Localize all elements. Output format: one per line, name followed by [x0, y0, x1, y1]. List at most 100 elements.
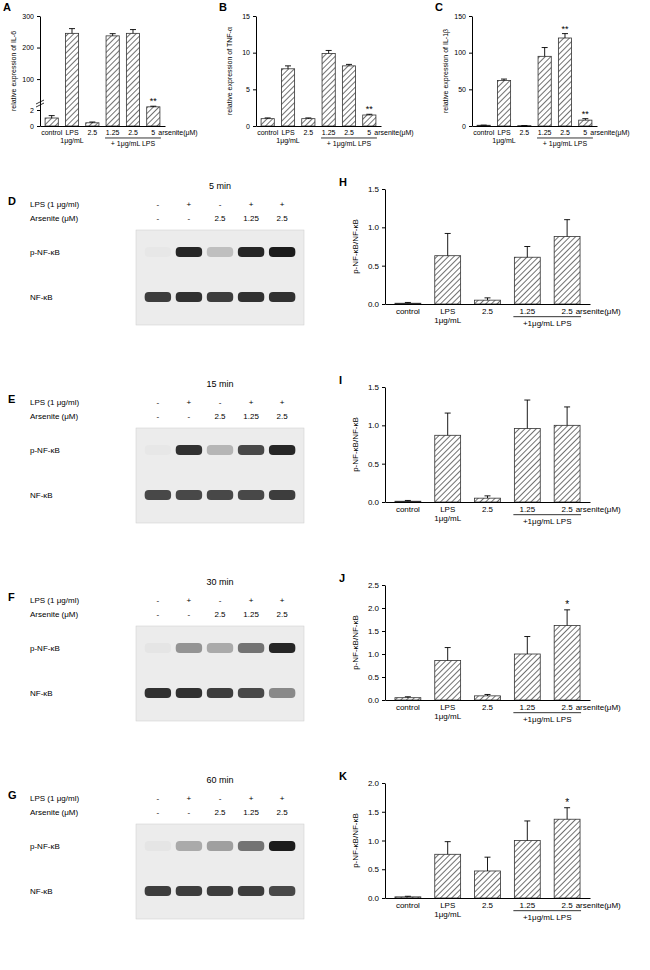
x-tick: control: [396, 901, 420, 910]
group-label: +1μg/mL LPS: [523, 517, 572, 526]
tick-label: 2.5: [482, 901, 494, 910]
blot-title: 30 min: [206, 577, 233, 587]
condition-value: -: [188, 808, 191, 817]
y-tick: 100: [22, 76, 40, 83]
blot-band: [145, 247, 171, 257]
condition-value: -: [219, 596, 222, 605]
tick-label: 2.5: [303, 129, 313, 136]
x-tick: LPS: [440, 901, 455, 910]
blot-band: [145, 292, 171, 302]
tick-mark: [382, 783, 385, 784]
error-bar: [521, 125, 527, 126]
error-bar: [485, 496, 491, 498]
tick-label: 5: [246, 86, 250, 93]
x-tick: control: [257, 129, 278, 136]
y-tick: 0.0: [368, 498, 385, 507]
condition-value: 2.5: [277, 214, 289, 223]
x-tick: 5: [151, 129, 155, 136]
x-axis-label: arsenite(μM): [576, 901, 621, 910]
condition-value: +: [280, 596, 285, 605]
x-axis: controlLPS2.51.252.55: [473, 127, 598, 136]
error-line: [447, 842, 448, 855]
y-axis-title: p-NF-κB/NF-κB: [351, 417, 360, 472]
tick-mark: [37, 126, 40, 127]
bar: [322, 53, 335, 126]
bar: [475, 498, 501, 502]
error-cap: [485, 694, 491, 695]
group-line: [513, 514, 581, 515]
x-tick: 2.5: [562, 307, 574, 316]
condition-value: 2.5: [277, 412, 289, 421]
blot-band: [176, 643, 202, 653]
blot-band: [176, 688, 202, 698]
bar: [86, 123, 99, 126]
band-label: NF-κB: [30, 689, 53, 698]
condition-value: -: [157, 398, 160, 407]
tick-label: 0.5: [368, 460, 380, 469]
tick-label: 100: [22, 76, 34, 83]
category-sublabel: 1μg/mL: [434, 316, 461, 325]
y-tick: 1.5: [368, 808, 385, 817]
condition-value: +: [187, 200, 192, 209]
axis-break: [36, 100, 44, 104]
error-cap: [524, 636, 530, 637]
bar: [554, 425, 580, 502]
panel-letter: J: [339, 572, 345, 584]
panel-letter: G: [8, 789, 17, 801]
error-line: [527, 637, 528, 654]
tick-label: 2.5: [562, 901, 574, 910]
blot-membrane: [136, 824, 304, 919]
bar-panel: *0.00.51.01.52.0controlLPS2.51.252.51μg/…: [351, 779, 621, 922]
blot-band: [207, 247, 233, 257]
error-cap: [485, 857, 491, 858]
blot-band: [238, 688, 264, 698]
marks: [395, 400, 580, 502]
error-cap: [110, 33, 116, 34]
tick-mark: [382, 266, 385, 267]
condition-value: +: [249, 200, 254, 209]
bar-panel: **051015controlLPS2.51.252.551μg/mLarsen…: [226, 13, 414, 148]
error-bar: [542, 48, 548, 57]
bar: [395, 501, 421, 502]
tick-label: 0: [30, 123, 34, 130]
y-tick: 0: [30, 123, 40, 130]
bar: [435, 660, 461, 700]
axis-line: [385, 784, 386, 899]
bar: [281, 69, 294, 126]
error-bar: [562, 34, 568, 38]
error-cap: [285, 65, 291, 66]
tick-mark: [382, 631, 385, 632]
error-cap: [405, 500, 411, 501]
condition-value: 2.5: [214, 214, 226, 223]
tick-label: 2.5: [482, 505, 494, 514]
x-axis: controlLPS2.51.252.5: [386, 503, 591, 514]
error-line: [567, 610, 568, 626]
x-tick: LPS: [65, 129, 79, 136]
tick-label: LPS: [440, 703, 455, 712]
tick-mark: [253, 126, 256, 127]
error-bar: [445, 413, 451, 435]
y-tick: 2: [30, 107, 40, 114]
tick-mark: [382, 677, 385, 678]
y-tick: 0: [246, 123, 256, 130]
tick-label: 200: [22, 44, 34, 51]
x-axis: controlLPS2.51.252.5: [386, 701, 591, 712]
tick-label: 1.25: [322, 129, 336, 136]
x-tick: 1.25: [106, 129, 120, 136]
x-tick: 2.5: [560, 129, 570, 136]
tick-mark: [382, 841, 385, 842]
tick-mark: [382, 464, 385, 465]
group-label: +1μg/mL LPS: [523, 913, 572, 922]
blot-title: 5 min: [209, 181, 231, 191]
tick-label: 5: [583, 129, 587, 136]
band-label: p-NF-κB: [30, 248, 60, 257]
tick-mark: [382, 502, 385, 503]
y-axis: 0.00.51.01.5: [368, 383, 386, 507]
y-axis-title: relative expression of IL-1β: [442, 29, 450, 113]
condition-label: Arsenite (μM): [30, 808, 79, 817]
blot-band: [145, 688, 171, 698]
band-label: p-NF-κB: [30, 446, 60, 455]
error-bar: [485, 857, 491, 871]
y-tick: 1.0: [368, 421, 385, 430]
axis-line: [472, 17, 473, 127]
